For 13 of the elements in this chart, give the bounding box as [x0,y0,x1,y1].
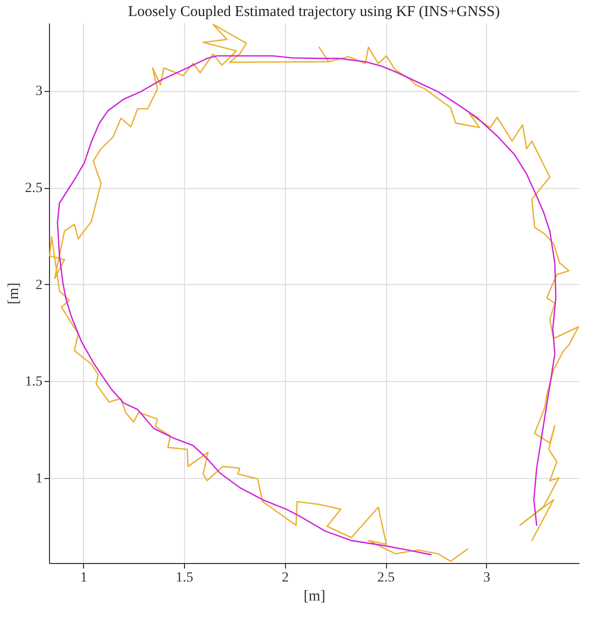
y-tick-label: 1.5 [25,374,42,390]
x-axis-title: [m] [304,588,326,604]
chart-title: Loosely Coupled Estimated trajectory using KF (INS+GNSS) [128,4,500,20]
y-tick-label: 2 [36,278,42,293]
x-tick-label: 3 [483,570,490,586]
y-tick-label: 3 [36,84,42,100]
x-tick-label: 1.5 [176,570,194,586]
y-tick-label: 2.5 [25,181,42,196]
x-tick-label: 2 [282,570,289,586]
y-tick-label: 1 [36,471,42,486]
x-tick-label: 1 [80,570,88,586]
y-axis-title: [m] [6,282,22,304]
x-tick-label: 2.5 [377,570,395,586]
